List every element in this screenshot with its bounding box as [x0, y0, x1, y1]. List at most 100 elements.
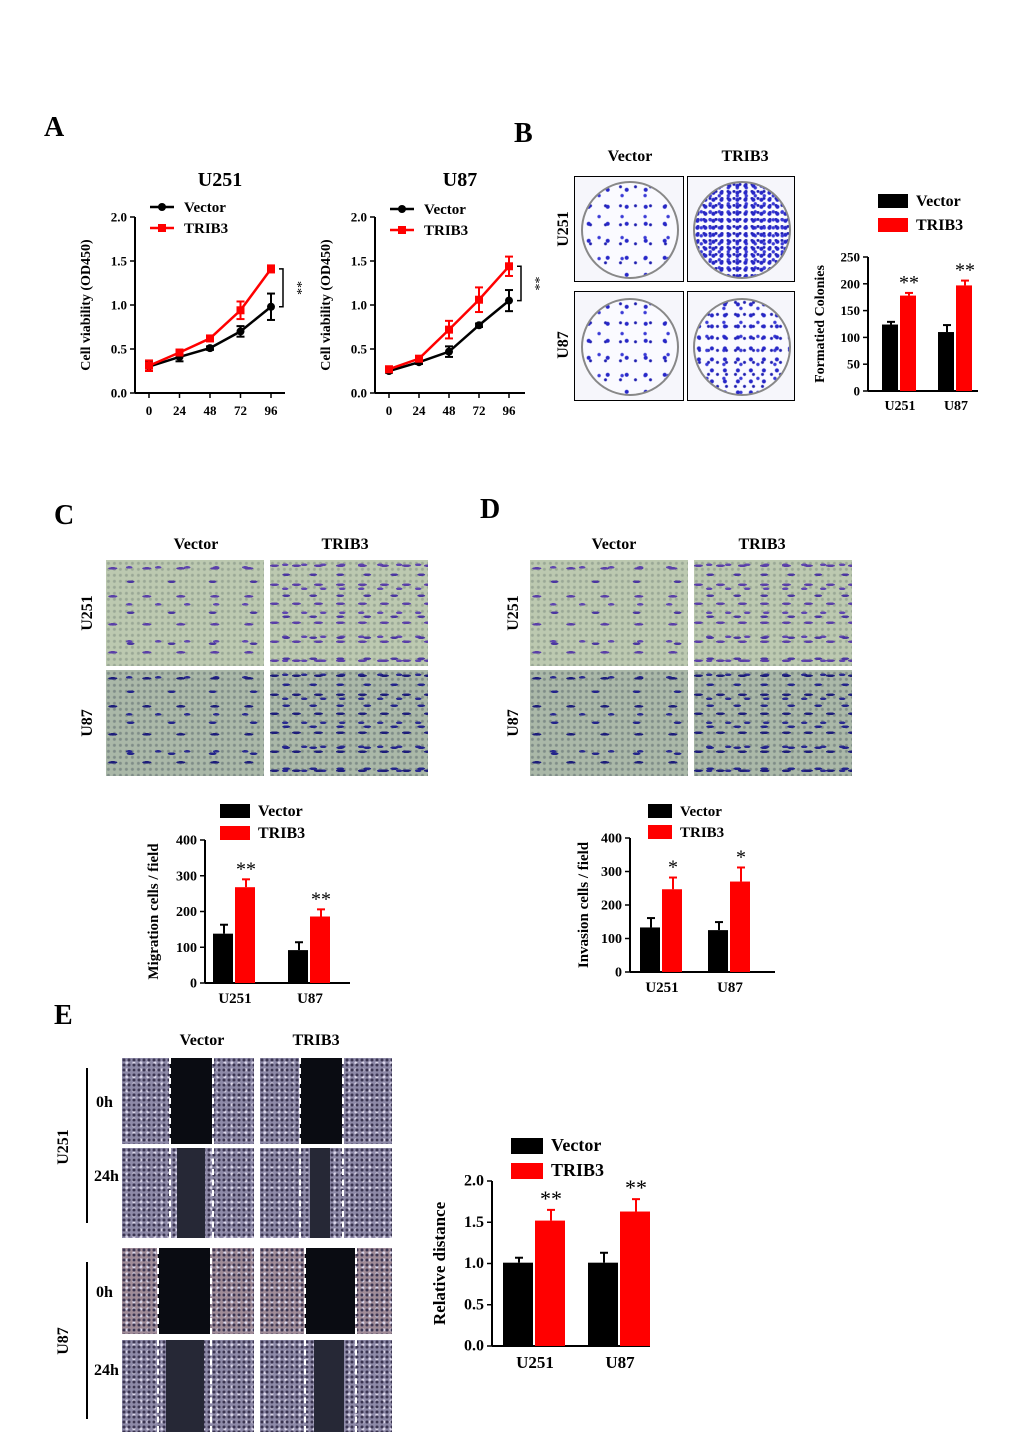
- chart-e-bar-u87-vector: [588, 1262, 618, 1346]
- chart-a-u251-legend-label-vector: Vector: [184, 200, 226, 216]
- line-chart-u87: 0.0 0.5 1.0 1.5 2.0 Cell viability (OD450) 0 24…: [319, 169, 542, 418]
- chart-a-u87-point-trib3: [385, 365, 393, 374]
- chart-a-u251-point-vector: [267, 302, 275, 311]
- chart-d-legend-swatch-trib3: [648, 825, 672, 839]
- time-label-0h-u251: 0h: [96, 1094, 113, 1111]
- chart-a-u87-x-tick-label: 96: [503, 403, 517, 418]
- chart-e-bar-u251-trib3: [535, 1220, 565, 1346]
- chart-c-bar-u87-vector: [288, 950, 308, 983]
- bracket-u251: [86, 1068, 88, 1223]
- chart-b-significance-u87: **: [955, 260, 975, 282]
- time-label-0h-u87: 0h: [96, 1284, 113, 1301]
- chart-a-u87-title: U87: [443, 169, 477, 191]
- chart-a-u87-y-tick-label: 0.5: [351, 342, 368, 357]
- chart-d-bar-u87-trib3: [730, 881, 750, 972]
- wound-image-u87-0h-vector: [122, 1248, 254, 1334]
- chart-a-u87-point-trib3: [415, 354, 423, 363]
- chart-b-x-tick-label: U87: [944, 399, 968, 414]
- chart-b-y-tick-label: 150: [841, 303, 861, 318]
- wound-image-u87-24h-vector: [122, 1340, 254, 1432]
- chart-a-u251-x-tick-label: 72: [234, 403, 247, 418]
- chart-e-bar-u87-trib3: [620, 1211, 650, 1346]
- wound-image-u87-24h-trib3: [260, 1340, 392, 1432]
- bar-chart-colonies: 0 50 100 150 200 250 Formatied Colonies ** U251 *…: [813, 193, 978, 414]
- migration-image-u87-trib3: [270, 670, 428, 776]
- chart-a-u251-point-trib3: [267, 264, 275, 273]
- chart-a-u251-point-vector: [206, 344, 214, 353]
- chart-a-u87-significance-bracket: [517, 265, 522, 302]
- migration-image-u251-vector: [106, 560, 264, 666]
- header-trib3-c: TRIB3: [321, 536, 369, 553]
- chart-c-significance-u87: **: [311, 888, 331, 910]
- chart-d-x-tick-label: U87: [717, 980, 743, 996]
- chart-a-u87-y-tick-label: 2.0: [351, 210, 367, 225]
- chart-d-x-tick-label: U251: [645, 980, 678, 996]
- chart-e-y-tick-label: 0.0: [464, 1338, 484, 1355]
- chart-d-y-tick-label: 100: [601, 932, 622, 947]
- time-label-24h-u251: 24h: [94, 1168, 119, 1185]
- header-trib3-b: TRIB3: [721, 148, 769, 165]
- chart-e-legend-swatch-trib3: [511, 1163, 543, 1179]
- colony-image-u87-trib3: [687, 291, 795, 401]
- chart-a-u251-x-tick-label: 96: [265, 403, 279, 418]
- chart-a-u87-point-trib3: [505, 262, 513, 271]
- chart-a-u87-x-tick-label: 0: [386, 403, 393, 418]
- chart-a-u251-point-trib3: [175, 348, 184, 357]
- row-label-u87-d: U87: [505, 709, 522, 737]
- chart-a-u251-x-tick-label: 24: [173, 403, 187, 418]
- chart-a-u251-point-vector: [236, 327, 245, 336]
- chart-b-y-tick-label: 100: [841, 330, 861, 345]
- chart-c-y-tick-label: 0: [190, 977, 197, 992]
- chart-a-u87-legend-marker-vector: [398, 205, 406, 213]
- panel-label-e: E: [54, 1000, 73, 1031]
- chart-a-u251-point-trib3: [236, 306, 245, 315]
- chart-e-y-tick-label: 0.5: [464, 1296, 484, 1313]
- chart-a-u87-y-tick-label: 1.5: [351, 254, 368, 269]
- chart-b-y-axis-label: Formatied Colonies: [813, 265, 828, 383]
- colony-image-u87-vector: [574, 291, 684, 401]
- chart-c-legend-label-trib3: TRIB3: [258, 825, 305, 842]
- chart-a-u251-x-tick-label: 0: [146, 403, 153, 418]
- chart-e-bar-u251-vector: [503, 1262, 533, 1346]
- time-label-24h-u87: 24h: [94, 1362, 119, 1379]
- panel-label-d: D: [480, 494, 501, 525]
- chart-d-bar-u87-vector: [708, 930, 728, 972]
- chart-a-u87-point-trib3: [445, 325, 453, 334]
- chart-d-significance-u87: *: [736, 846, 746, 868]
- chart-b-legend-swatch-trib3: [878, 218, 908, 232]
- chart-d-y-axis-label: Invasion cells / field: [576, 841, 592, 968]
- chart-a-u87-legend-label-trib3: TRIB3: [424, 223, 468, 239]
- chart-a-u251-significance-label: **: [289, 281, 304, 295]
- header-vector-b: Vector: [607, 148, 653, 165]
- chart-a-u251-point-trib3: [145, 361, 153, 370]
- chart-d-y-tick-label: 0: [615, 966, 622, 981]
- chart-e-legend-label-vector: Vector: [551, 1135, 601, 1155]
- chart-c-y-tick-label: 400: [176, 834, 197, 849]
- row-label-u251-d: U251: [505, 595, 522, 631]
- invasion-image-u251-trib3: [694, 560, 852, 666]
- invasion-image-u251-vector: [530, 560, 688, 666]
- row-label-u251-c: U251: [79, 595, 96, 631]
- chart-b-bar-u251-vector: [882, 324, 898, 391]
- bracket-u87: [86, 1262, 88, 1419]
- chart-a-u251-title: U251: [198, 169, 242, 191]
- chart-c-bar-u251-vector: [213, 933, 233, 983]
- chart-a-u87-y-tick-label: 0.0: [351, 386, 367, 401]
- chart-e-x-tick-label: U251: [516, 1353, 554, 1372]
- chart-a-u251-y-tick-label: 0.5: [111, 342, 128, 357]
- chart-c-legend-label-vector: Vector: [258, 803, 303, 820]
- chart-b-x-tick-label: U251: [884, 399, 915, 414]
- bar-chart-relative-distance: 0.0 0.5 1.0 1.5 2.0 Relative distance ** U251 **…: [430, 1135, 650, 1372]
- chart-a-u251-x-tick-label: 48: [204, 403, 218, 418]
- chart-d-significance-u251: *: [668, 857, 678, 879]
- header-vector-d: Vector: [591, 536, 637, 553]
- panel-label-b: B: [514, 118, 533, 149]
- chart-e-y-tick-label: 1.0: [464, 1255, 484, 1272]
- invasion-image-u87-vector: [530, 670, 688, 776]
- chart-a-u251-y-tick-label: 1.5: [111, 254, 128, 269]
- chart-e-y-tick-label: 1.5: [464, 1214, 484, 1231]
- chart-c-significance-u251: **: [236, 858, 256, 880]
- chart-d-legend-label-trib3: TRIB3: [680, 825, 724, 841]
- chart-c-y-tick-label: 300: [176, 869, 197, 884]
- chart-d-bar-u251-trib3: [662, 889, 682, 972]
